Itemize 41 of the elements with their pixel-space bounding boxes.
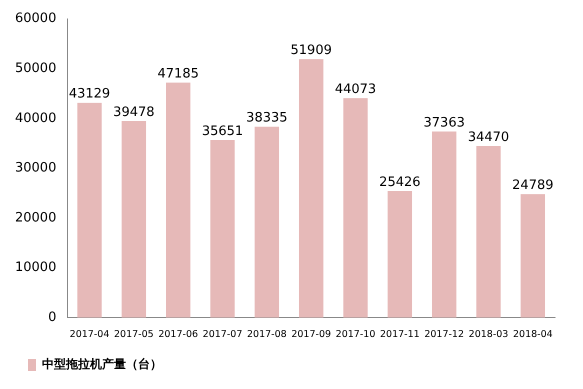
y-tick-label: 0 (48, 310, 56, 325)
bar (298, 59, 324, 318)
data-label: 38335 (246, 110, 288, 126)
data-label: 43129 (68, 86, 110, 102)
bar (77, 102, 102, 318)
x-tick-label: 2018-03 (468, 328, 508, 340)
x-tick-label: 2017-07 (202, 328, 242, 340)
x-tick-label: 2017-06 (158, 328, 198, 340)
y-tick-label: 10000 (14, 260, 56, 276)
legend-label: 中型拖拉机产量（台） (42, 357, 162, 372)
x-tick-label: 2017-11 (380, 328, 420, 340)
data-label: 35651 (202, 124, 244, 139)
data-label: 39478 (113, 104, 155, 120)
x-tick-label: 2017-04 (70, 328, 110, 340)
y-tick-label: 60000 (14, 11, 56, 26)
x-tick-label: 2017-08 (246, 328, 287, 340)
data-label: 47185 (158, 66, 199, 82)
bar (520, 194, 546, 318)
data-label: 44073 (334, 82, 376, 97)
bar (476, 146, 501, 318)
y-tick-label: 50000 (14, 60, 56, 76)
x-tick-label: 2017-05 (114, 328, 154, 340)
data-label: 25426 (379, 174, 421, 190)
data-label: 34470 (468, 130, 510, 145)
x-tick-label: 2017-10 (336, 328, 376, 340)
x-tick-label: 2017-09 (291, 328, 332, 340)
x-tick-label: 2017-12 (424, 328, 464, 340)
bar (343, 98, 368, 318)
bar (254, 126, 280, 318)
bar (166, 82, 190, 318)
x-tick-label: 2018-04 (512, 328, 553, 340)
bar (122, 121, 146, 318)
bar (210, 140, 235, 318)
y-tick-label: 30000 (14, 160, 56, 176)
y-tick-label: 40000 (14, 110, 56, 126)
data-label: 37363 (423, 115, 465, 130)
bar (432, 132, 456, 318)
y-tick-label: 20000 (14, 210, 56, 226)
bar (388, 190, 412, 318)
data-label: 24789 (512, 178, 554, 194)
data-label: 51909 (290, 42, 332, 58)
